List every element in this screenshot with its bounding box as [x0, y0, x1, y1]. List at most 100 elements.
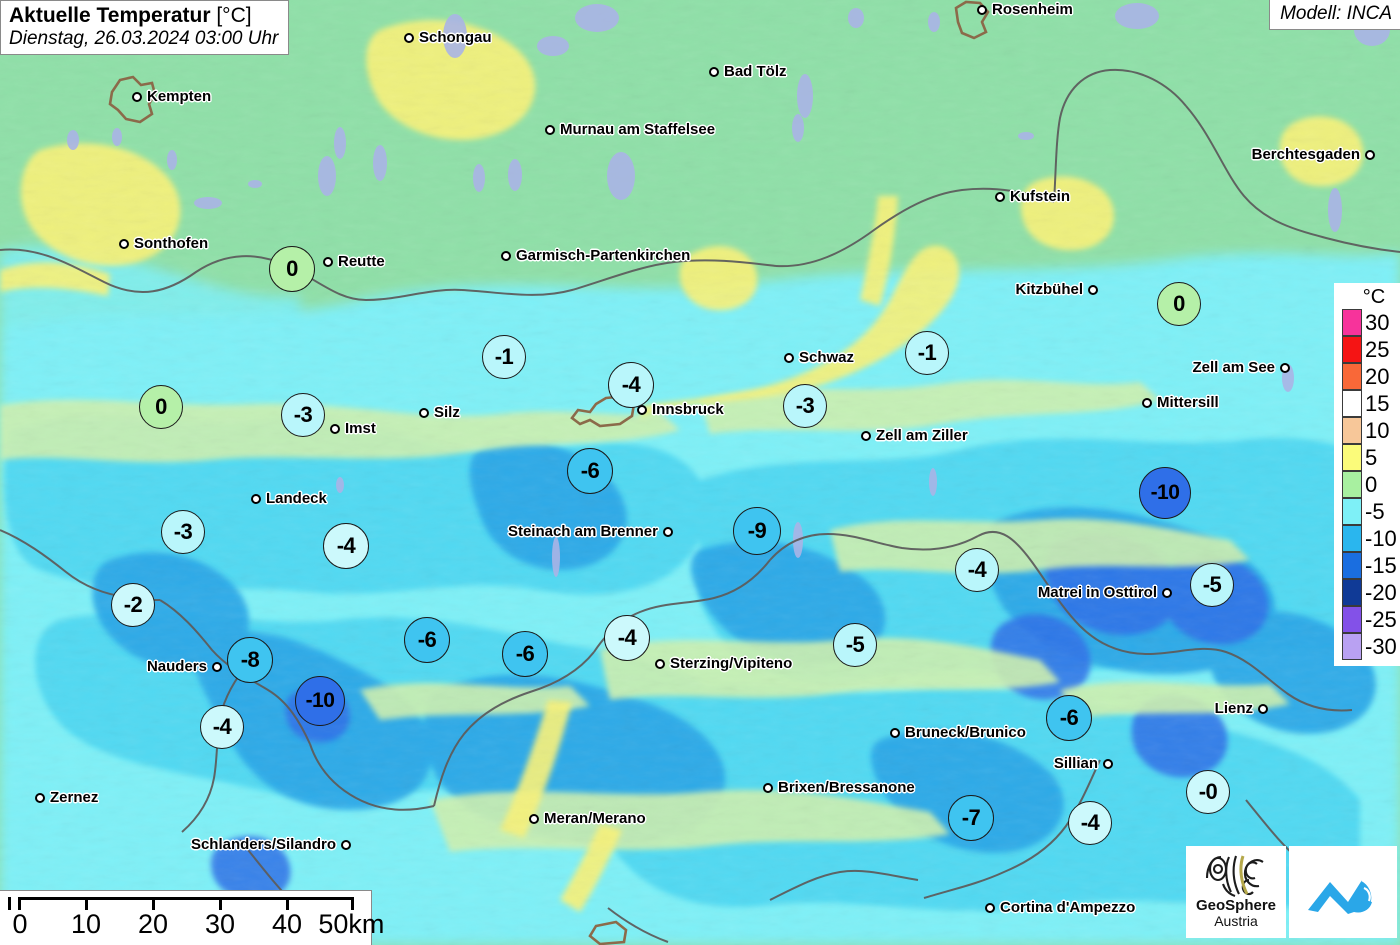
temperature-station-marker[interactable]: 0 — [139, 385, 183, 429]
temperature-station-marker[interactable]: -4 — [200, 705, 244, 749]
city-label: Imst — [345, 420, 376, 437]
city-marker: Matrei in Osttirol — [1038, 584, 1172, 601]
legend-entry: 20 — [1342, 363, 1394, 390]
scale-label: 50km — [318, 909, 385, 939]
city-dot-icon — [709, 66, 719, 77]
city-label: Kufstein — [1010, 188, 1070, 205]
legend-entry: 15 — [1342, 390, 1394, 417]
scale-tick — [18, 897, 21, 910]
city-label: Kempten — [147, 88, 212, 105]
scale-tick — [219, 897, 222, 910]
city-dot-icon — [35, 792, 45, 803]
scale-label: 0 — [12, 909, 28, 939]
temperature-station-marker[interactable]: -5 — [833, 623, 877, 667]
city-label: Zell am Ziller — [876, 427, 968, 444]
temperature-station-marker[interactable]: -10 — [295, 676, 345, 726]
temperature-legend: °C 30 25 20 15 10 5 0 -5 -10 -15 -20 -25 -30 — [1334, 283, 1400, 666]
temperature-station-marker[interactable]: -3 — [281, 393, 325, 437]
city-marker: Meran/Merano — [529, 810, 646, 827]
city-dot-icon — [119, 238, 129, 249]
temperature-station-marker[interactable]: -4 — [604, 615, 650, 661]
temperature-station-marker[interactable]: -6 — [502, 631, 548, 677]
city-label: Meran/Merano — [544, 810, 646, 827]
city-label: Sterzing/Vipiteno — [670, 655, 793, 672]
legend-entry: -5 — [1342, 498, 1394, 525]
legend-entry: -20 — [1342, 579, 1397, 606]
city-dot-icon — [1258, 703, 1268, 714]
city-dot-icon — [977, 4, 987, 15]
temperature-station-marker[interactable]: -6 — [404, 617, 450, 663]
temperature-station-marker[interactable]: -2 — [111, 583, 155, 627]
city-marker: Schlanders/Silandro — [191, 836, 351, 853]
city-marker: Zell am Ziller — [861, 427, 968, 444]
legend-color-swatch — [1342, 525, 1362, 552]
city-dot-icon — [763, 782, 773, 793]
temperature-station-marker[interactable]: -0 — [1186, 770, 1230, 814]
city-marker: Imst — [330, 420, 376, 437]
temperature-station-marker[interactable]: -3 — [783, 384, 827, 428]
legend-color-swatch — [1342, 471, 1362, 498]
city-marker: Lienz — [1215, 700, 1268, 717]
temperature-station-marker[interactable]: 0 — [269, 246, 315, 292]
scale-bar-line — [18, 897, 353, 900]
legend-value-label: -20 — [1365, 579, 1397, 605]
city-dot-icon — [985, 902, 995, 913]
temperature-station-marker[interactable]: -4 — [608, 362, 654, 408]
temperature-station-marker[interactable]: -1 — [482, 335, 526, 379]
legend-entry: -30 — [1342, 633, 1397, 660]
city-label: Innsbruck — [652, 401, 724, 418]
temperature-station-marker[interactable]: -10 — [1139, 467, 1191, 519]
city-dot-icon — [1162, 587, 1172, 598]
temperature-station-marker[interactable]: -3 — [161, 510, 205, 554]
city-label: Berchtesgaden — [1251, 146, 1360, 163]
map-title-box: Aktuelle Temperatur [°C] Dienstag, 26.03… — [0, 0, 290, 55]
temperature-station-marker[interactable]: 0 — [1157, 282, 1201, 326]
legend-color-swatch — [1342, 579, 1362, 606]
city-dot-icon — [1280, 362, 1290, 373]
model-label: Modell: INCA — [1269, 0, 1400, 30]
city-dot-icon — [1142, 397, 1152, 408]
temperature-station-marker[interactable]: -5 — [1190, 563, 1234, 607]
temperature-station-marker[interactable]: -4 — [323, 523, 369, 569]
city-label: Matrei in Osttirol — [1037, 584, 1157, 601]
legend-rows: 30 25 20 15 10 5 0 -5 -10 -15 -20 -25 -30 — [1340, 309, 1397, 660]
legend-value-label: -30 — [1365, 633, 1397, 659]
city-dot-icon — [330, 423, 340, 434]
legend-color-swatch — [1342, 390, 1362, 417]
scale-tick — [8, 897, 11, 910]
city-label: Steinach am Brenner — [507, 523, 658, 540]
city-marker: Innsbruck — [637, 401, 724, 418]
legend-value-label: -15 — [1365, 552, 1397, 578]
scale-tick — [351, 897, 354, 910]
temperature-station-marker[interactable]: -4 — [1068, 801, 1112, 845]
city-dot-icon — [784, 352, 794, 363]
scale-label: 40 — [271, 909, 303, 939]
city-label: Sillian — [1053, 755, 1098, 772]
city-label: Brixen/Bressanone — [778, 779, 915, 796]
city-dot-icon — [529, 813, 539, 824]
city-marker: Landeck — [251, 490, 327, 507]
city-marker: Rosenheim — [977, 1, 1073, 18]
city-dot-icon — [341, 839, 351, 850]
temperature-station-marker[interactable]: -1 — [905, 331, 949, 375]
temperature-station-marker[interactable]: -4 — [955, 548, 999, 592]
temperature-station-marker[interactable]: -6 — [1046, 695, 1092, 741]
city-label: Schwaz — [799, 349, 855, 366]
legend-value-label: -25 — [1365, 606, 1397, 632]
temperature-station-marker[interactable]: -7 — [948, 795, 994, 841]
legend-color-swatch — [1342, 309, 1362, 336]
city-marker: Zell am See — [1192, 359, 1290, 376]
city-marker: Garmisch-Partenkirchen — [501, 247, 690, 264]
legend-entry: 30 — [1342, 309, 1394, 336]
city-label: Reutte — [338, 253, 385, 270]
temperature-station-marker[interactable]: -9 — [733, 507, 781, 555]
city-marker: Bad Tölz — [709, 63, 787, 80]
temperature-station-marker[interactable]: -6 — [567, 448, 613, 494]
city-dot-icon — [655, 658, 665, 669]
city-dot-icon — [663, 526, 673, 537]
scale-bar-labels: 0 10 20 30 40 50km — [8, 909, 384, 943]
temperature-station-marker[interactable]: -8 — [227, 637, 273, 683]
